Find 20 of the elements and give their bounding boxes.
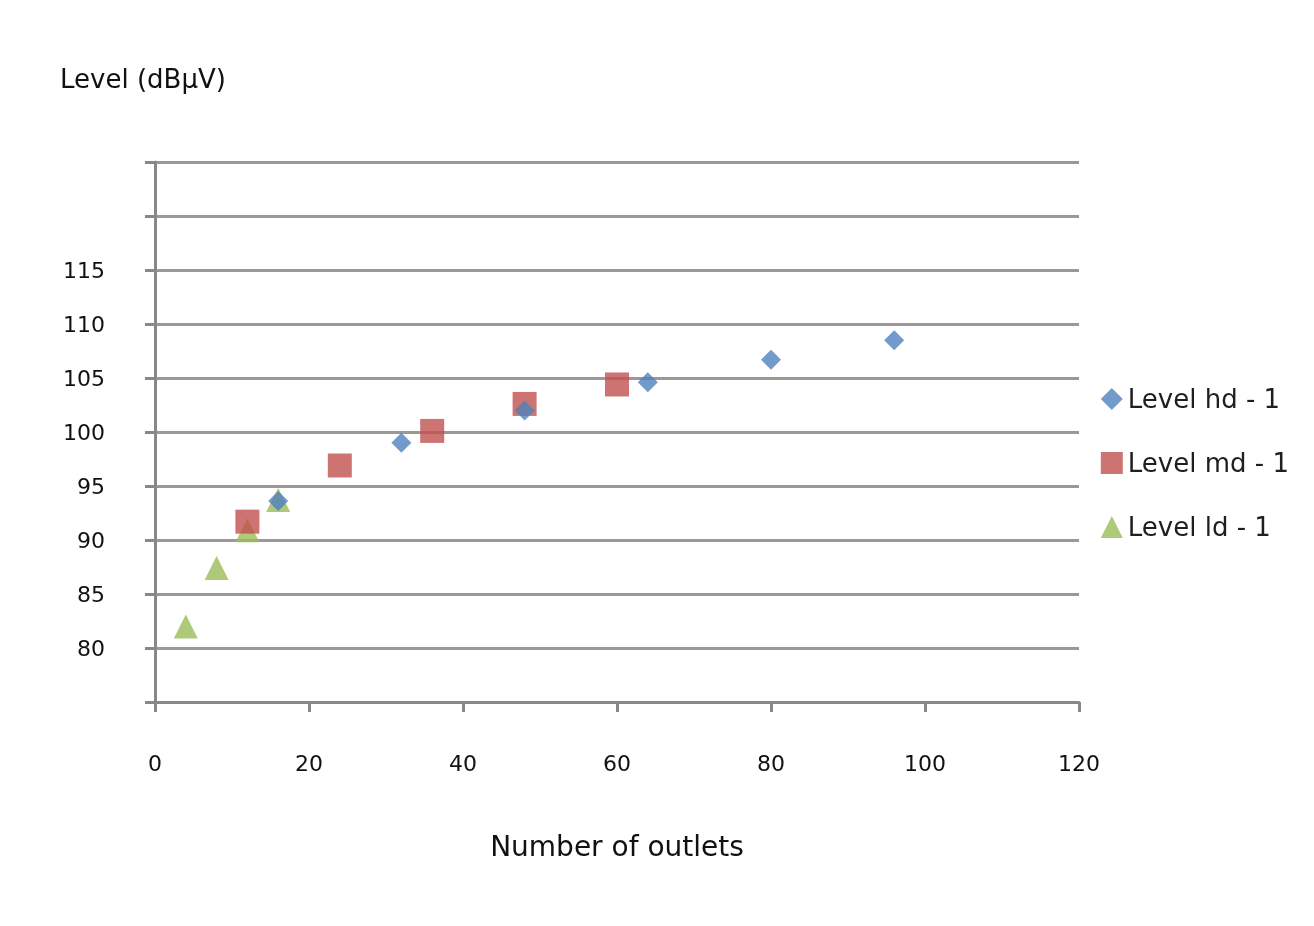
x-tick-label: 80: [757, 750, 785, 776]
x-tick-label: 100: [904, 750, 946, 776]
y-tick-label: 80: [77, 635, 105, 661]
y-tick-label: 95: [77, 473, 105, 499]
y-tick-label: 110: [63, 311, 105, 337]
x-tick-label: 0: [148, 750, 162, 776]
x-tick-label: 20: [295, 750, 323, 776]
x-tick-label: 40: [449, 750, 477, 776]
x-axis-title: Number of outlets: [490, 829, 744, 863]
y-axis-title: Level (dBµV): [60, 64, 226, 94]
x-tick-label: 120: [1058, 750, 1100, 776]
y-tick-label: 85: [77, 581, 105, 607]
y-tick-label: 100: [63, 419, 105, 445]
legend-label: Level md - 1: [1127, 448, 1290, 478]
y-tick-label: 115: [63, 257, 105, 283]
legend-label: Level hd - 1: [1127, 384, 1281, 414]
y-tick-label: 105: [63, 365, 105, 391]
y-tick-label: 90: [77, 527, 105, 553]
legend-label: Level ld - 1: [1127, 512, 1271, 542]
x-tick-label: 60: [603, 750, 631, 776]
